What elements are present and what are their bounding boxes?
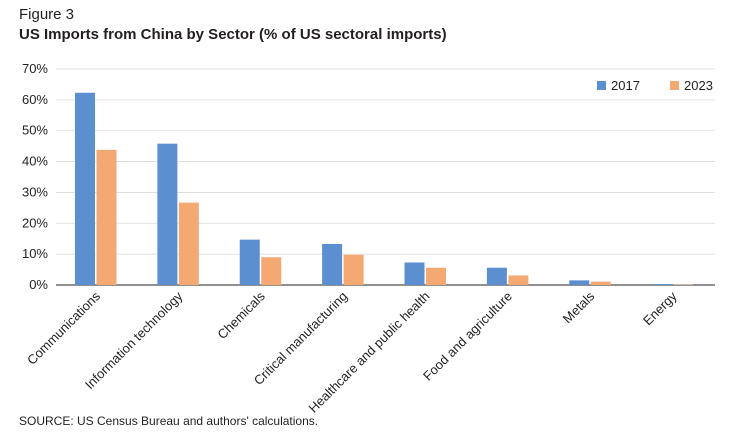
y-tick-label: 20% — [22, 215, 48, 230]
x-category-label: Critical manufacturing — [251, 289, 351, 389]
x-category-label: Energy — [640, 288, 680, 328]
bar-2023-0 — [96, 149, 117, 285]
legend-swatch-2023 — [670, 81, 679, 90]
y-tick-label: 60% — [22, 92, 48, 107]
bar-2023-6 — [590, 281, 611, 285]
x-category-label: Metals — [560, 288, 598, 326]
bar-2023-3 — [343, 254, 364, 285]
bar-2017-1 — [157, 143, 178, 285]
bar-2023-2 — [261, 257, 282, 285]
bar-2017-6 — [569, 280, 590, 285]
source-note: SOURCE: US Census Bureau and authors' ca… — [19, 414, 319, 428]
bars — [75, 92, 694, 285]
y-tick-label: 30% — [22, 184, 48, 199]
bar-2017-0 — [75, 92, 95, 285]
gridlines — [56, 68, 715, 286]
bar-2017-3 — [322, 243, 343, 285]
y-tick-label: 40% — [22, 154, 48, 169]
legend-swatch-2017 — [597, 81, 606, 90]
x-category-label: Chemicals — [214, 288, 268, 342]
bar-2023-4 — [426, 267, 446, 285]
chart-title: US Imports from China by Sector (% of US… — [19, 26, 447, 43]
y-tick-label: 10% — [22, 246, 48, 261]
y-tick-label: 0% — [29, 277, 48, 292]
bar-2017-7 — [651, 284, 672, 285]
x-category-label: Food and agriculture — [420, 289, 515, 384]
legend-label-2023: 2023 — [684, 78, 713, 93]
legend: 2017 2023 — [597, 78, 713, 93]
x-category-label: Communications — [24, 288, 103, 367]
y-axis-ticks: 0% 10% 20% 30% 40% 50% 60% 70% — [22, 61, 48, 292]
bar-2023-1 — [178, 202, 199, 285]
bar-2017-5 — [486, 267, 507, 285]
bar-2017-2 — [239, 239, 260, 285]
bar-2017-4 — [404, 262, 425, 285]
y-tick-label: 50% — [22, 123, 48, 138]
legend-label-2017: 2017 — [611, 78, 640, 93]
figure-label: Figure 3 — [19, 6, 75, 23]
y-tick-label: 70% — [22, 61, 48, 76]
bar-2023-5 — [508, 275, 529, 285]
